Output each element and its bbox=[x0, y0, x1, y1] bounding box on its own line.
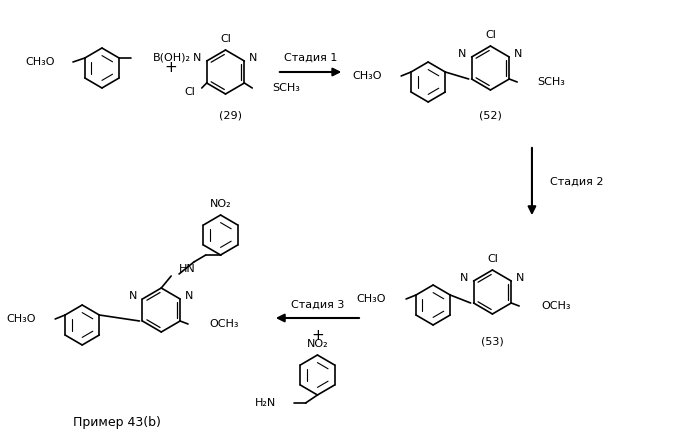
Text: (53): (53) bbox=[481, 337, 504, 347]
Text: SCH₃: SCH₃ bbox=[537, 77, 565, 87]
Text: N: N bbox=[459, 49, 467, 59]
Text: N: N bbox=[194, 53, 202, 63]
Text: NO₂: NO₂ bbox=[210, 199, 231, 209]
Text: B(OH)₂: B(OH)₂ bbox=[152, 53, 191, 63]
Text: H₂N: H₂N bbox=[254, 398, 276, 408]
Text: Стадия 2: Стадия 2 bbox=[549, 177, 603, 187]
Text: CH₃O: CH₃O bbox=[6, 314, 36, 324]
Text: +: + bbox=[165, 60, 178, 75]
Text: N: N bbox=[129, 291, 138, 301]
Text: SCH₃: SCH₃ bbox=[272, 83, 300, 93]
Text: N: N bbox=[185, 291, 194, 301]
Text: OCH₃: OCH₃ bbox=[210, 319, 239, 329]
Text: Пример 43(b): Пример 43(b) bbox=[73, 416, 161, 428]
Text: N: N bbox=[250, 53, 258, 63]
Text: CH₃O: CH₃O bbox=[26, 57, 55, 67]
Text: Стадия 3: Стадия 3 bbox=[291, 300, 344, 310]
Text: (52): (52) bbox=[479, 110, 502, 120]
Text: +: + bbox=[311, 328, 324, 342]
Text: N: N bbox=[460, 273, 468, 283]
Text: OCH₃: OCH₃ bbox=[541, 301, 570, 311]
Text: Cl: Cl bbox=[485, 30, 496, 40]
Text: NO₂: NO₂ bbox=[307, 339, 329, 349]
Text: N: N bbox=[516, 273, 524, 283]
Text: HN: HN bbox=[179, 264, 196, 274]
Text: CH₃O: CH₃O bbox=[352, 71, 382, 81]
Text: Cl: Cl bbox=[487, 254, 498, 264]
Text: Cl: Cl bbox=[220, 34, 231, 44]
Text: (29): (29) bbox=[219, 110, 242, 120]
Text: CH₃O: CH₃O bbox=[356, 294, 387, 304]
Text: Стадия 1: Стадия 1 bbox=[284, 53, 337, 63]
Text: Cl: Cl bbox=[184, 87, 195, 97]
Text: N: N bbox=[514, 49, 523, 59]
